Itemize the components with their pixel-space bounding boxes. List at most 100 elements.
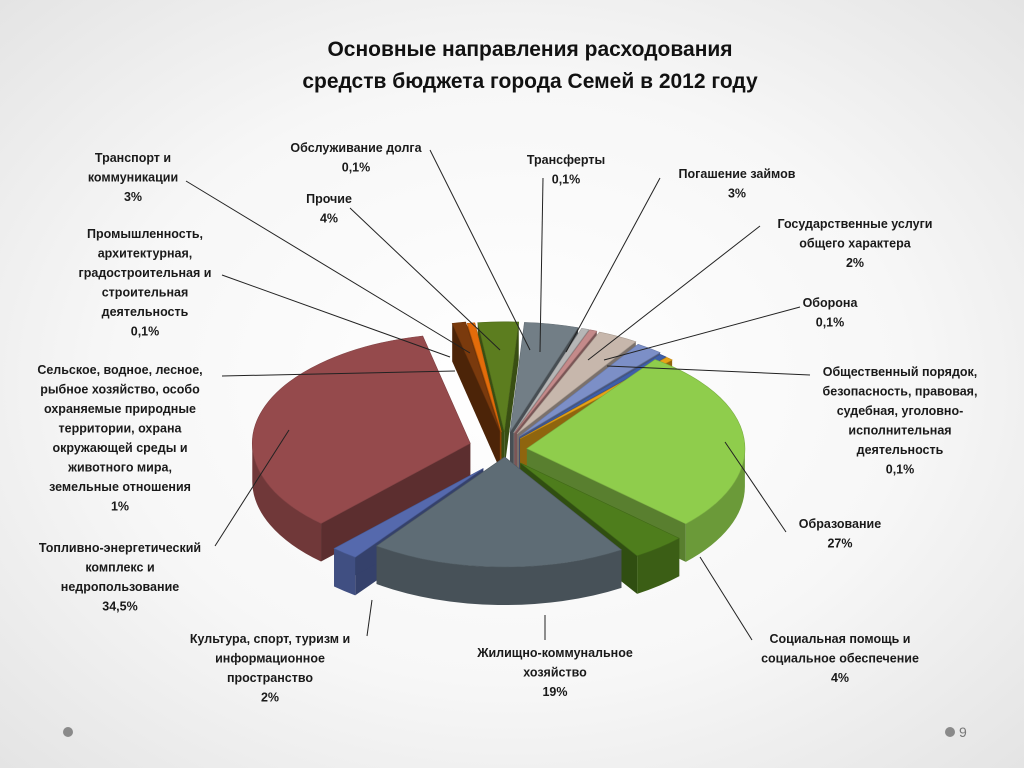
slice-label-8: Транспорт и коммуникации 3% [88,151,178,204]
slice-value-label: 27% [827,537,852,551]
slice-name-line: судебная, уголовно- [837,404,964,418]
slice-name-line: Прочие [306,192,352,206]
slice-label-3: Жилищно-коммунальное хозяйство 19% [476,646,633,699]
slide-bullet-left [63,727,73,737]
slice-label-14: Оборона 0,1% [803,296,859,330]
leader-line-9 [349,207,501,351]
pie-slice-5 [252,335,471,562]
slice-name-line: Транспорт и [95,151,171,165]
slice-name-line: Жилищно-коммунальное [476,646,633,660]
slice-rim [334,548,356,596]
slice-top [519,354,667,439]
slice-value-label: 1% [111,500,129,514]
leader-line-8 [185,180,471,354]
slice-name-line: хозяйство [523,666,587,680]
slice-name-line: охраняемые природные [44,402,196,416]
slice-name-line: исполнительная [848,424,951,438]
slice-name-line: Сельское, водное, лесное, [37,363,202,377]
slide-bullet-right [945,727,955,737]
chart-title-line-1: Основные направления расходования [327,38,733,61]
leader-line-13 [587,225,761,361]
slice-rim [685,448,745,562]
slice-value-label: 4% [831,671,849,685]
slice-value-label: 2% [261,691,279,705]
slice-value-label: 3% [124,190,142,204]
leader-line-1 [724,441,787,533]
leader-line-7 [221,274,451,358]
slice-value-label: 3% [728,187,746,201]
slice-name-line: комплекс и [85,561,154,575]
slice-name-line: общего характера [799,237,911,251]
slice-label-15: Общественный порядок, безопасность, право… [823,365,978,477]
leader-line-6 [221,370,456,377]
slice-side-wall [504,322,519,470]
slice-rim [637,538,680,594]
slice-top [514,329,598,434]
slice-value-label: 0,1% [886,463,915,477]
slice-value-label: 0,1% [552,173,581,187]
slice-label-2: Социальная помощь и социальное обеспечени… [761,632,919,685]
slice-name-line: коммуникации [88,171,178,185]
slice-name-line: безопасность, правовая, [823,385,978,399]
leader-line-4 [366,599,373,637]
leader-line-15 [606,365,811,376]
slice-label-6: Сельское, водное, лесное, рыбное хозяйств… [37,363,202,514]
slice-top [477,321,520,432]
slice-name-line: градостроительная и [79,266,212,280]
chart-title: Основные направления расходования средст… [0,34,1024,98]
slice-label-13: Государственные услуги общего характера 2% [777,217,932,270]
slice-top [509,322,579,433]
slice-label-1: Образование 27% [799,517,881,551]
slice-top [513,327,590,433]
slice-name-line: окружающей среды и [52,441,187,455]
slice-top [252,335,471,524]
slice-rim [376,545,622,605]
slice-name-line: животного мира, [67,461,172,475]
slice-name-line: деятельность [102,305,189,319]
slice-value-label: 34,5% [102,600,137,614]
slice-name-line: пространство [227,671,313,685]
chart-title-line-2: средств бюджета города Семей в 2012 году [302,70,758,93]
leader-line-14 [603,306,801,361]
leader-line-10 [429,149,531,351]
slice-value-label: 2% [846,256,864,270]
pie-slice-3 [375,456,623,605]
slice-name-line: недропользование [61,580,179,594]
slice-value-label: 4% [320,212,338,226]
slice-name-line: территории, охрана [59,422,183,436]
slice-rim [252,443,322,562]
slice-name-line: Государственные услуги [777,217,932,231]
slice-name-line: Промышленность, [87,227,203,241]
slice-name-line: социальное обеспечение [761,652,919,666]
slice-value-label: 0,1% [816,316,845,330]
slice-side-wall [452,323,500,469]
slice-name-line: строительная [102,286,189,300]
leader-lines [185,149,811,641]
slice-label-7: Промышленность, архитектурная, градостроит… [79,227,212,339]
leader-line-11 [539,177,544,353]
slice-name-line: Обслуживание долга [290,141,422,155]
slice-top [375,456,623,568]
slice-name-line: деятельность [857,443,944,457]
slice-name-line: архитектурная, [98,247,193,261]
pie-slices [252,321,746,605]
slice-label-11: Трансферты 0,1% [527,153,605,187]
leader-line-12 [565,177,661,353]
slice-name-line: Общественный порядок, [823,365,978,379]
slice-top [526,359,746,525]
slice-value-label: 0,1% [342,161,371,175]
slice-label-12: Погашение займов 3% [679,167,796,201]
leader-line-5 [214,429,290,547]
slice-name-line: Образование [799,517,881,531]
slice-name-line: Социальная помощь и [769,632,910,646]
leader-line-2 [699,556,753,641]
slice-label-9: Прочие 4% [306,192,352,226]
slice-label-10: Обслуживание долга 0,1% [290,141,422,175]
slice-side-wall [321,443,471,562]
slice-labels: Образование 27% Социальная помощь и социаль… [37,141,977,705]
slice-name-line: земельные отношения [49,480,191,494]
slice-top [333,468,484,558]
slice-name-line: рыбное хозяйство, особо [40,383,200,397]
slice-value-label: 0,1% [131,325,160,339]
slice-name-line: информационное [215,652,325,666]
